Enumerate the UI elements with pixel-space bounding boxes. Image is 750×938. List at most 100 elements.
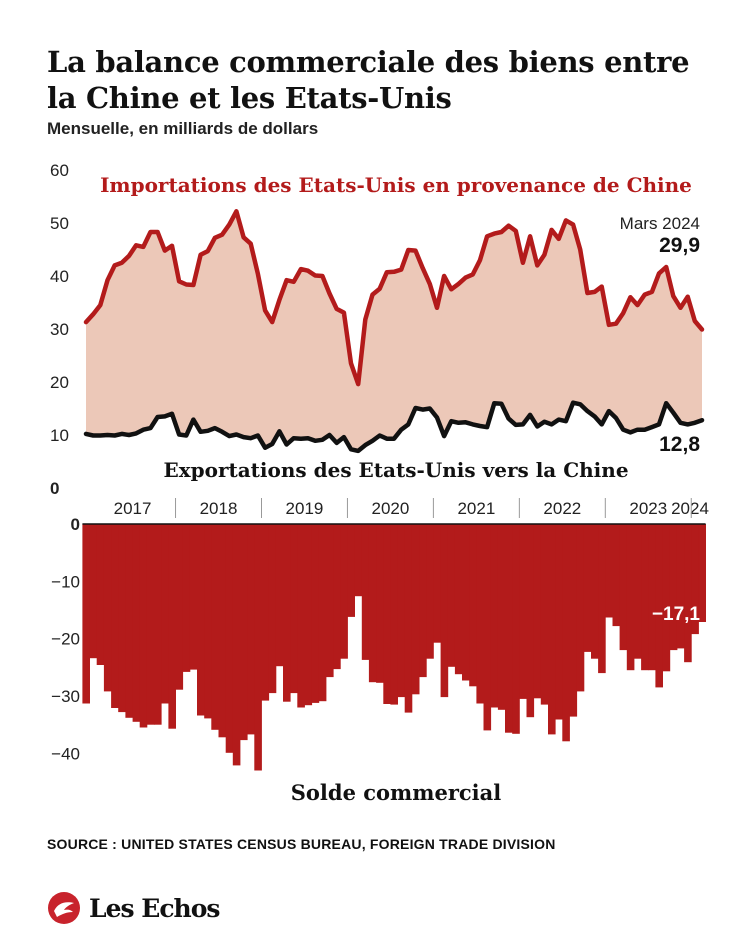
- balance-y-tick-label-2: −20: [51, 630, 80, 649]
- balance-bar: [469, 524, 477, 687]
- balance-bar: [232, 524, 241, 766]
- chart-subtitle: Mensuelle, en milliards de dollars: [47, 119, 319, 138]
- balance-bar: [634, 524, 642, 659]
- balance-bar: [261, 524, 270, 701]
- balance-bar: [168, 524, 176, 729]
- x-tick-label-2019: 2019: [286, 499, 324, 518]
- x-tick-label-2017: 2017: [114, 499, 152, 518]
- balance-bar: [254, 524, 262, 771]
- balance-bar: [454, 524, 463, 675]
- balance-bar: [555, 524, 563, 720]
- balance-bar: [626, 524, 635, 671]
- balance-bar: [197, 524, 205, 716]
- balance-bar: [218, 524, 227, 738]
- balance-bar: [340, 524, 348, 659]
- brand-name: Les Echos: [89, 893, 220, 923]
- balance-bar: [247, 524, 255, 735]
- balance-bar: [648, 524, 656, 671]
- balance-bar: [433, 524, 441, 643]
- balance-bar: [283, 524, 291, 702]
- balance-y-tick-label-3: −30: [51, 687, 80, 706]
- imports-series-label: Importations des Etats-Unis en provenanc…: [100, 173, 692, 197]
- x-tick-label-2022: 2022: [543, 499, 581, 518]
- exports-series-label: Exportations des Etats-Unis vers la Chin…: [163, 458, 628, 482]
- balance-bar: [562, 524, 570, 742]
- balance-bar: [505, 524, 513, 733]
- y-tick-label-30: 30: [50, 320, 69, 339]
- y-tick-label-40: 40: [50, 267, 69, 286]
- balance-y-tick-label-4: −40: [51, 744, 80, 763]
- y-tick-label-20: 20: [50, 373, 69, 392]
- y-tick-label-50: 50: [50, 214, 69, 233]
- exports-series-line: [83, 400, 705, 454]
- balance-bar: [189, 524, 198, 670]
- balance-bar: [275, 524, 284, 667]
- balance-bar: [483, 524, 492, 731]
- balance-bar: [354, 524, 363, 597]
- balance-bar: [268, 524, 277, 694]
- balance-bar: [376, 524, 384, 683]
- balance-bar: [326, 524, 334, 678]
- imports-series-line: [83, 209, 705, 387]
- balance-bar: [397, 524, 406, 698]
- balance-bar: [103, 524, 112, 692]
- balance-bar: [361, 524, 370, 660]
- y-tick-label-10: 10: [50, 426, 69, 445]
- balance-bar: [526, 524, 535, 718]
- balance-bar: [569, 524, 578, 717]
- balance-bar: [476, 524, 484, 704]
- chart-title: La balance commerciale des biens entre l…: [47, 45, 690, 115]
- balance-bar: [182, 524, 191, 672]
- balance-bar: [426, 524, 434, 659]
- balance-bar: [669, 524, 678, 651]
- balance-bar: [512, 524, 520, 734]
- balance-bar: [368, 524, 377, 683]
- balance-bar: [612, 524, 621, 627]
- balance-bar: [211, 524, 219, 730]
- balance-bar: [490, 524, 499, 708]
- balance-bar: [619, 524, 628, 651]
- balance-bar: [404, 524, 413, 713]
- balance-bar: [591, 524, 599, 659]
- balance-bar: [139, 524, 148, 728]
- balance-bar: [411, 524, 420, 695]
- balance-bar: [605, 524, 613, 618]
- balance-bar: [82, 524, 90, 704]
- last-export-value: 12,8: [659, 433, 700, 456]
- balance-bar: [533, 524, 542, 699]
- x-tick-label-2020: 2020: [372, 499, 410, 518]
- balance-bar: [390, 524, 398, 705]
- balance-bar: [132, 524, 141, 722]
- balance-chart-title: Solde commercial: [291, 780, 502, 805]
- balance-bar: [598, 524, 606, 674]
- balance-bar: [154, 524, 162, 725]
- source-note: SOURCE : UNITED STATES CENSUS BUREAU, FO…: [47, 836, 556, 852]
- balance-bar: [175, 524, 184, 690]
- balance-bar: [304, 524, 313, 706]
- x-tick-label-2023: 2023: [629, 499, 667, 518]
- balance-y-tick-label-1: −10: [51, 572, 80, 591]
- balance-bar: [548, 524, 556, 735]
- balance-bar: [519, 524, 527, 699]
- last-date-label: Mars 2024: [620, 214, 700, 233]
- balance-bar: [540, 524, 549, 705]
- balance-bar: [318, 524, 327, 702]
- brand-logo: Les Echos: [47, 888, 220, 928]
- last-import-value: 29,9: [659, 234, 700, 257]
- balance-bar: [118, 524, 126, 713]
- balance-bar: [576, 524, 585, 692]
- balance-bar: [447, 524, 456, 667]
- balance-bar: [440, 524, 449, 698]
- balance-bar: [383, 524, 391, 704]
- balance-bar: [89, 524, 98, 659]
- balance-bar: [240, 524, 248, 741]
- balance-bar: [204, 524, 212, 719]
- imports-exports-gap-area: [86, 211, 702, 451]
- balance-bar: [583, 524, 592, 652]
- balance-bar: [419, 524, 427, 678]
- y-tick-label-0: 0: [50, 479, 59, 498]
- balance-bar: [698, 524, 706, 622]
- balance-bar: [462, 524, 470, 681]
- balance-bar: [662, 524, 671, 672]
- les-echos-logo-icon: [48, 892, 80, 924]
